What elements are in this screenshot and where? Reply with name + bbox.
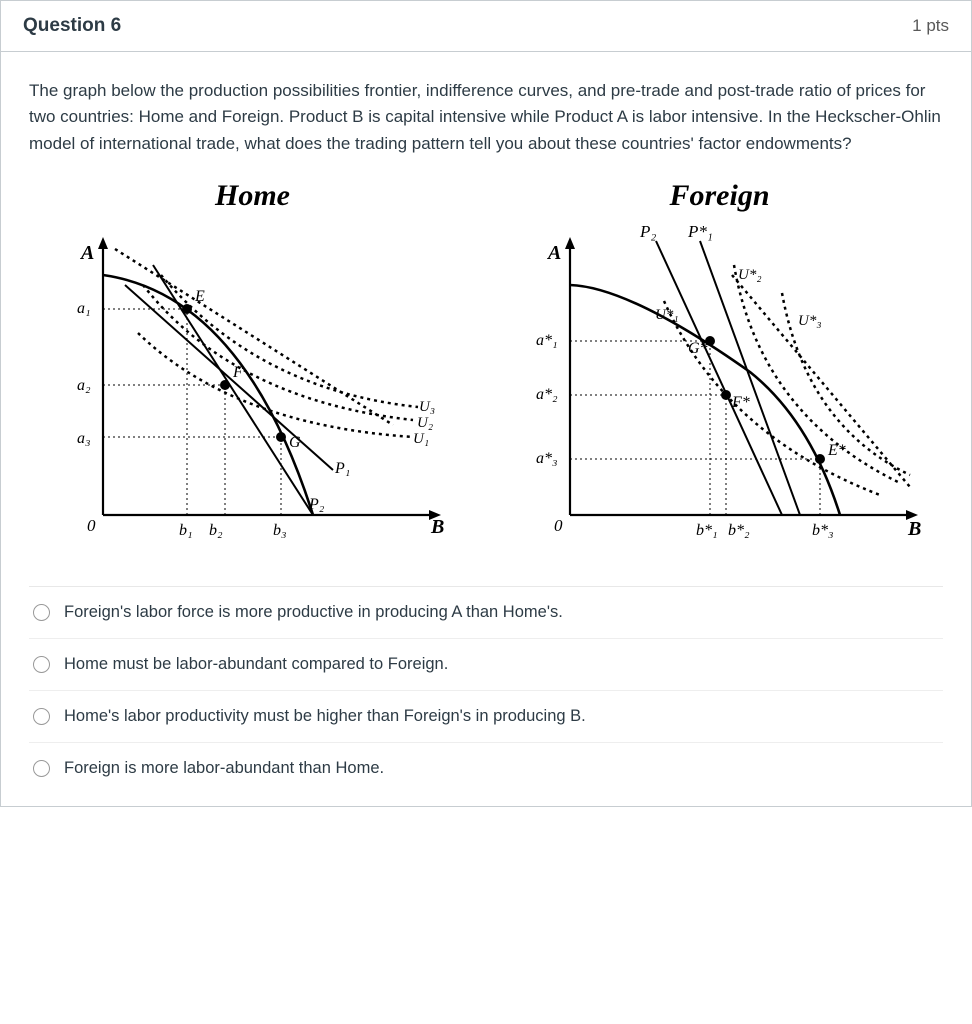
home-title: Home <box>29 179 476 213</box>
svg-text:b₁: b₁ <box>179 522 193 539</box>
svg-text:0: 0 <box>87 516 96 535</box>
answer-option[interactable]: Home's labor productivity must be higher… <box>29 691 943 743</box>
answer-text: Home must be labor-abundant compared to … <box>64 655 448 674</box>
svg-text:a*₃: a*₃ <box>536 450 558 467</box>
answer-text: Foreign is more labor-abundant than Home… <box>64 759 384 778</box>
svg-text:P*₁: P*₁ <box>687 222 713 241</box>
radio-icon <box>33 760 50 777</box>
svg-text:b*₁: b*₁ <box>696 522 718 539</box>
diagram-container: Home A B 0 a₁ a₂ a₃ <box>29 175 943 586</box>
radio-icon <box>33 656 50 673</box>
svg-text:a₃: a₃ <box>77 430 91 447</box>
svg-text:F: F <box>232 364 243 381</box>
svg-text:B: B <box>907 518 921 540</box>
svg-text:b*₂: b*₂ <box>728 522 750 539</box>
svg-text:G*: G* <box>688 340 708 357</box>
svg-text:b₃: b₃ <box>273 522 287 539</box>
svg-text:U₁: U₁ <box>413 431 429 447</box>
question-points: 1 pts <box>912 16 949 36</box>
answer-option[interactable]: Home must be labor-abundant compared to … <box>29 639 943 691</box>
home-diagram: Home A B 0 a₁ a₂ a₃ <box>29 179 476 560</box>
svg-text:E: E <box>194 288 205 305</box>
svg-text:E*: E* <box>827 442 846 459</box>
foreign-title: Foreign <box>496 179 943 213</box>
svg-text:U*₂: U*₂ <box>738 267 762 283</box>
question-body: The graph below the production possibili… <box>1 52 971 806</box>
svg-text:P₂: P₂ <box>639 222 656 241</box>
answer-option[interactable]: Foreign's labor force is more productive… <box>29 587 943 639</box>
svg-text:0: 0 <box>554 516 563 535</box>
svg-text:a*₂: a*₂ <box>536 386 558 403</box>
answer-option[interactable]: Foreign is more labor-abundant than Home… <box>29 743 943 794</box>
svg-text:A: A <box>79 242 94 264</box>
svg-text:a₁: a₁ <box>77 300 91 317</box>
svg-text:a₂: a₂ <box>77 377 91 394</box>
svg-text:b₂: b₂ <box>209 522 223 539</box>
answer-text: Home's labor productivity must be higher… <box>64 707 586 726</box>
foreign-diagram: Foreign A B 0 P₂ P*₁ a*₁ a*₂ a*₃ <box>496 179 943 560</box>
svg-text:U₃: U₃ <box>419 399 435 415</box>
svg-text:P₁: P₁ <box>334 460 350 477</box>
answer-text: Foreign's labor force is more productive… <box>64 603 563 622</box>
question-header: Question 6 1 pts <box>1 1 971 52</box>
foreign-svg: A B 0 P₂ P*₁ a*₁ a*₂ a*₃ b*₁ b*₂ b <box>500 215 940 555</box>
svg-text:B: B <box>430 516 444 538</box>
home-svg: A B 0 a₁ a₂ a₃ b₁ b₂ b₃ <box>33 215 473 555</box>
svg-text:U*₁: U*₁ <box>655 307 679 323</box>
svg-text:A: A <box>546 242 561 264</box>
svg-text:U*₃: U*₃ <box>798 313 822 329</box>
radio-icon <box>33 604 50 621</box>
radio-icon <box>33 708 50 725</box>
question-title: Question 6 <box>23 15 121 37</box>
svg-text:a*₁: a*₁ <box>536 332 558 349</box>
question-prompt: The graph below the production possibili… <box>29 78 943 157</box>
question-card: Question 6 1 pts The graph below the pro… <box>0 0 972 807</box>
svg-text:P₂: P₂ <box>308 496 325 513</box>
svg-text:F*: F* <box>731 394 750 411</box>
answer-list: Foreign's labor force is more productive… <box>29 586 943 794</box>
svg-text:U₂: U₂ <box>417 415 433 431</box>
svg-text:G: G <box>289 434 301 451</box>
svg-text:b*₃: b*₃ <box>812 522 834 539</box>
